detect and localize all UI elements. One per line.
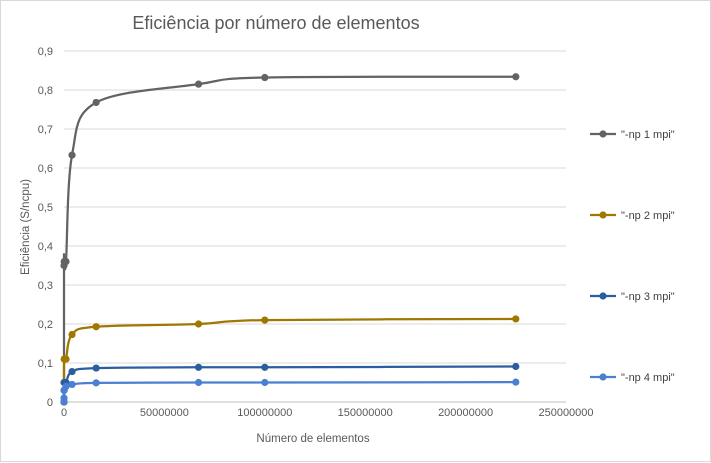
y-tick-label: 0,6 (38, 163, 53, 175)
legend-entry: "-np 3 mpi" (590, 291, 675, 303)
y-tick-label: 0,1 (38, 358, 53, 370)
series-line (62, 365, 516, 403)
x-tick-label: 100000000 (237, 407, 292, 419)
y-tick-label: 0,5 (38, 202, 53, 214)
x-tick-label: 250000000 (538, 407, 593, 419)
y-tick-labels: 0 0,1 0,2 0,3 0,4 0,5 0,6 0,7 0,8 0,9 (38, 46, 53, 409)
data-point (512, 315, 520, 323)
legend-entry: "-np 2 mpi" (590, 210, 675, 222)
data-point (512, 73, 520, 81)
x-axis-title: Número de elementos (256, 433, 369, 445)
x-tick-label: 200000000 (438, 407, 493, 419)
legend-marker (599, 373, 607, 381)
x-tick-labels: 0 50000000 100000000 150000000 200000000 2500… (61, 407, 594, 419)
data-point (261, 73, 269, 82)
series (60, 362, 520, 406)
data-point (194, 80, 203, 88)
data-point (194, 363, 203, 371)
data-point (62, 355, 70, 363)
y-tick-label: 0 (47, 397, 53, 409)
y-tick-label: 0,7 (38, 124, 53, 136)
y-tick-label: 0,4 (38, 241, 53, 253)
x-tick-label: 0 (61, 407, 67, 419)
data-point (261, 363, 269, 371)
data-point (92, 323, 100, 331)
data-point (261, 316, 269, 324)
data-point (261, 378, 269, 387)
legend-entry: "-np 4 mpi" (590, 372, 675, 384)
legend-label: "-np 1 mpi" (621, 129, 675, 141)
data-point (92, 364, 100, 372)
grid (64, 50, 566, 403)
y-tick-label: 0,2 (38, 319, 53, 331)
legend: "-np 1 mpi" "-np 2 mpi" "-np 3 mpi" "-np 4 … (590, 129, 675, 384)
data-point (194, 320, 203, 328)
y-tick-label: 0,3 (38, 280, 53, 292)
legend-label: "-np 3 mpi" (621, 291, 675, 303)
data-point (194, 378, 203, 387)
chart-title: Eficiência por número de elementos (132, 13, 419, 33)
y-tick-label: 0,9 (38, 46, 53, 58)
data-point (92, 379, 100, 387)
legend-marker (599, 130, 607, 138)
legend-marker (599, 211, 607, 219)
data-point (68, 330, 76, 339)
series-line (62, 75, 516, 403)
data-point (62, 382, 70, 390)
x-tick-label: 50000000 (140, 407, 189, 419)
data-point (512, 378, 520, 386)
data-point (92, 98, 100, 107)
series (60, 378, 520, 406)
series-line (62, 317, 516, 403)
data-point (512, 362, 520, 371)
legend-entry: "-np 1 mpi" (590, 129, 675, 141)
data-point (62, 258, 70, 266)
data-point (68, 367, 76, 376)
legend-label: "-np 4 mpi" (621, 372, 675, 384)
y-tick-label: 0,8 (38, 85, 53, 97)
data-point (60, 394, 68, 402)
y-axis-title: Eficiência (S/ncpu) (20, 179, 32, 275)
series (60, 73, 520, 406)
legend-label: "-np 2 mpi" (621, 210, 675, 222)
data-point (68, 380, 76, 389)
series-layer (60, 73, 520, 406)
data-point (68, 151, 76, 159)
series-line (62, 380, 516, 403)
x-tick-label: 150000000 (338, 407, 393, 419)
series (60, 315, 520, 406)
legend-marker (599, 292, 607, 300)
